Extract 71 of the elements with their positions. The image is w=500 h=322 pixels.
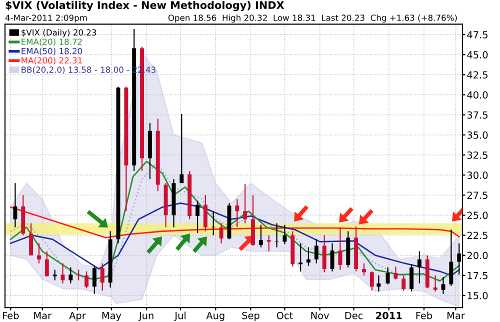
x-tick-label: Dec [345,312,363,320]
candlestick [219,222,224,244]
x-tick-label: Oct [276,312,293,320]
candlestick [338,226,342,270]
legend-label: MA(200) 22.31 [22,57,82,65]
candlestick [76,269,81,281]
legend-label: $VIX (Daily) 20.23 [22,29,96,38]
y-tick-label: 25.0 [467,212,488,220]
candlestick [92,265,96,294]
x-tick-label: 2011 [376,312,402,320]
y-tick-label: 17.5 [468,272,488,280]
candlestick [402,274,406,292]
candlestick [100,262,104,292]
candlestick [330,242,334,272]
candlestick [370,270,374,292]
x-tick-label: Feb [416,312,432,320]
y-tick-label: 22.5 [467,232,488,240]
y-tick-label: 20.0 [467,252,488,260]
x-tick-label: May [102,312,122,322]
x-tick-label: Feb [3,312,19,320]
y-tick-label: 35.0 [467,131,488,139]
candlestick [376,274,381,292]
candlestick [410,264,414,292]
y-tick-label: 32.5 [467,151,488,159]
text: Open 18.56 High 20.32 Low 18.31 Last 20.23 Chg +1.63 (+8.76%) [168,14,457,23]
legend-label: EMA(50) 18.20 [22,48,82,56]
candlestick [314,238,318,264]
candlestick [29,222,34,256]
candlestick [68,266,73,284]
candlestick [13,182,18,228]
candlestick [433,274,438,292]
x-tick-label: Jun [138,312,154,322]
candlestick [266,234,271,252]
candlestick [298,242,303,272]
candlestick [282,224,287,245]
candlestick [394,266,398,280]
x-tick-label: Mar [447,312,465,320]
candlestick [235,198,240,228]
candlestick [306,246,310,266]
candlestick [362,262,366,276]
y-tick-label: 15.0 [468,292,488,300]
candlestick [196,200,200,234]
x-tick-label: Aug [206,312,224,322]
y-tick-label: 47.5 [467,31,488,38]
line-series [10,206,460,238]
x-tick-label: Mar [34,312,52,320]
candlestick [84,270,89,289]
candlestick [322,234,326,273]
x-tick-label: Jul [174,312,186,322]
candlestick [449,229,454,286]
candlestick [44,250,49,277]
y-tick-label: 37.5 [467,111,488,119]
y-tick-label: 27.5 [467,192,488,199]
y-tick-label: 45.0 [467,51,488,58]
y-tick-label: 30.0 [467,172,488,179]
text: 4-Mar-2011 2:09pm [5,14,87,23]
x-tick-label: Nov [311,312,330,320]
candlestick [441,276,446,294]
candlestick [52,269,57,281]
candlestick [258,224,263,248]
x-tick-label: Apr [69,312,86,322]
candlestick [203,194,208,232]
y-tick-label: 40.0 [467,91,488,99]
candlestick [417,250,422,284]
chart-title: $VIX (Volatility Index - New Methodology) INDX [6,0,284,12]
candlestick [36,242,41,264]
candlestick [180,114,184,184]
legend-label: EMA(20) 18.72 [22,38,82,46]
x-tick-label: Sep [242,312,260,322]
candlestick [243,183,248,224]
y-tick-label: 42.5 [467,71,488,79]
